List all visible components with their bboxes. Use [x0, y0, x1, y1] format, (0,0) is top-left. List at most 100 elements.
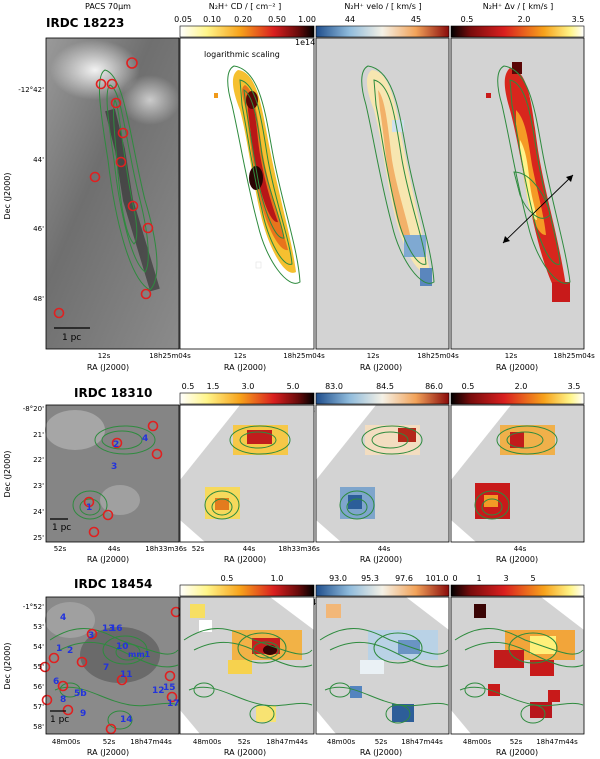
row1-dec-label: Dec (J2000)	[3, 173, 12, 220]
row3-source-label: 17	[167, 699, 180, 709]
row1-ra-label: RA (J2000)	[87, 363, 129, 372]
row3-source-marker	[57, 680, 69, 692]
row3-source-label: 12	[152, 686, 165, 696]
row1-velo-tick-1: 44	[345, 15, 355, 24]
row1-dv-panel	[451, 38, 584, 349]
row2-dv-tick-1: 0.5	[462, 382, 475, 391]
row2-scalebar-label: 1 pc	[52, 523, 71, 533]
row1-source-marker	[110, 97, 122, 109]
row3-ra-tick: 52s	[103, 738, 116, 746]
row2-cd-panel	[180, 405, 314, 542]
row3-source-label: mm1	[128, 650, 151, 659]
row3-source-marker	[105, 723, 117, 735]
row1-source-marker	[142, 222, 154, 234]
row3-source-marker	[86, 628, 98, 640]
row3-velo-panel	[316, 597, 449, 734]
row3-dec-tick: 56'	[33, 683, 44, 691]
row1-ra-label: RA (J2000)	[496, 363, 538, 372]
row3-pacs-panel: 4 3 13 16 1 2 10 mm1 7 11 6 5b 8 9 12 15…	[39, 597, 182, 735]
row1-cd-multiplier: 1e14	[295, 38, 315, 47]
row3-velo-tick-3: 97.6	[395, 574, 413, 583]
row3-dec-tick: 58'	[33, 723, 44, 731]
row1-ra-tick-3: 12s	[234, 352, 247, 360]
row1-ra-tick-4: 18h25m04s	[283, 352, 325, 360]
row1-scalebar-label: 1 pc	[62, 333, 81, 343]
header-pacs: PACS 70µm	[85, 2, 131, 11]
row1-ra-label: RA (J2000)	[360, 363, 402, 372]
row1-dv-tick-3: 3.5	[572, 15, 585, 24]
row1-cd-tick-5: 1.00	[298, 15, 316, 24]
row1-cd-colorbar: 0.05 0.10 0.20 0.50 1.00	[174, 15, 316, 38]
row3-source-label: 2	[67, 646, 73, 656]
row3-scalebar-label: 1 pc	[50, 715, 69, 725]
row3-source-marker	[166, 691, 178, 703]
row3-ra-tick: 48m00s	[463, 738, 492, 746]
row3-dec-tick: 57'	[33, 703, 44, 711]
row2-source-label: 1	[86, 503, 92, 513]
row1-cd-tick-3: 0.20	[234, 15, 252, 24]
row2-dec-tick-5: 24'	[33, 508, 44, 516]
row2-dv-panel	[451, 405, 584, 542]
row2-pacs-contours	[72, 425, 156, 520]
row3-source-label: 1	[56, 644, 62, 654]
row2-ra-label: RA (J2000)	[496, 555, 538, 564]
row2-cd-tick-3: 3.0	[242, 382, 255, 391]
row3-source-label: 4	[60, 613, 66, 623]
row2-ra-tick: 44s	[378, 545, 391, 553]
row3-dv-tick-1: 0	[452, 574, 457, 583]
row2-ra-tick: 52s	[192, 545, 205, 553]
row3-source-marker	[41, 694, 53, 706]
row2-source-label: 3	[111, 462, 117, 472]
row2-pacs-panel: 2 4 3 1 1 pc	[45, 405, 179, 542]
row3-dec-label: Dec (J2000)	[3, 643, 12, 690]
row3-source-label: 9	[80, 709, 86, 719]
row3-cd-contours	[183, 627, 313, 724]
row2-title: IRDC 18310	[74, 386, 152, 400]
row2-dv-colorbar: 0.5 2.0 3.5	[450, 382, 585, 405]
row2-ra-tick: 18h33m36s	[278, 545, 320, 553]
row1-cd-panel: logarithmic scaling 1e14	[180, 38, 315, 349]
row1-cd-tick-4: 0.50	[268, 15, 286, 24]
row3-source-label: 15	[163, 683, 176, 693]
row3-source-label: 6	[53, 677, 59, 687]
row1-dv-tick-1: 0.5	[461, 15, 474, 24]
row3-source-label: 11	[120, 670, 133, 680]
row1-dv-colorbar: 0.5 2.0 3.5	[450, 15, 585, 38]
row3-ra-tick: 18h47m44s	[130, 738, 172, 746]
row3-source-label: 16	[110, 624, 123, 634]
row3-ra-tick: 18h47m44s	[401, 738, 443, 746]
row3-source-label: 13	[102, 624, 115, 634]
row1-dec-tick-3: 46'	[33, 225, 44, 233]
row3-velo-tick-1: 93.0	[329, 574, 347, 583]
row3-dv-panel	[451, 597, 584, 734]
row2-dv-tick-2: 2.0	[515, 382, 528, 391]
row2-dv-tick-3: 3.5	[568, 382, 581, 391]
row1-dec-tick-4: 48'	[33, 295, 44, 303]
row1-source-marker	[127, 200, 139, 212]
row2-dv-contours	[474, 425, 558, 520]
header-dv: N₂H⁺ Δv / [ km/s ]	[483, 2, 554, 11]
row1-ra-tick-7: 12s	[505, 352, 518, 360]
row2-source-marker	[102, 509, 114, 521]
row1-source-marker	[115, 156, 127, 168]
row3-ra-label: RA (J2000)	[87, 748, 129, 757]
row3-cd-tick-1: 0.5	[221, 574, 234, 583]
row1-dec-tick-1: -12°42'	[18, 86, 44, 94]
row3-dv-tick-2: 1	[476, 574, 481, 583]
row2-source-marker	[151, 448, 163, 460]
row1-source-marker	[95, 78, 107, 90]
row1-velo-contours	[361, 65, 435, 284]
row3-source-label: 7	[103, 663, 109, 673]
row1-ra-tick-5: 12s	[367, 352, 380, 360]
row3-source-marker	[62, 704, 74, 716]
row2-source-marker	[83, 496, 95, 508]
row1-cd-tick-2: 0.10	[203, 15, 221, 24]
row1-ra-tick-8: 18h25m04s	[553, 352, 595, 360]
row1-source-marker	[106, 78, 118, 90]
row3-ra-tick: 18h47m44s	[536, 738, 578, 746]
row3-title: IRDC 18454	[74, 577, 152, 591]
row1-scale-note: logarithmic scaling	[204, 50, 280, 59]
row3-source-label: 5b	[74, 689, 87, 699]
row1-source-marker	[89, 171, 101, 183]
row3-dec-tick: 54'	[33, 643, 44, 651]
